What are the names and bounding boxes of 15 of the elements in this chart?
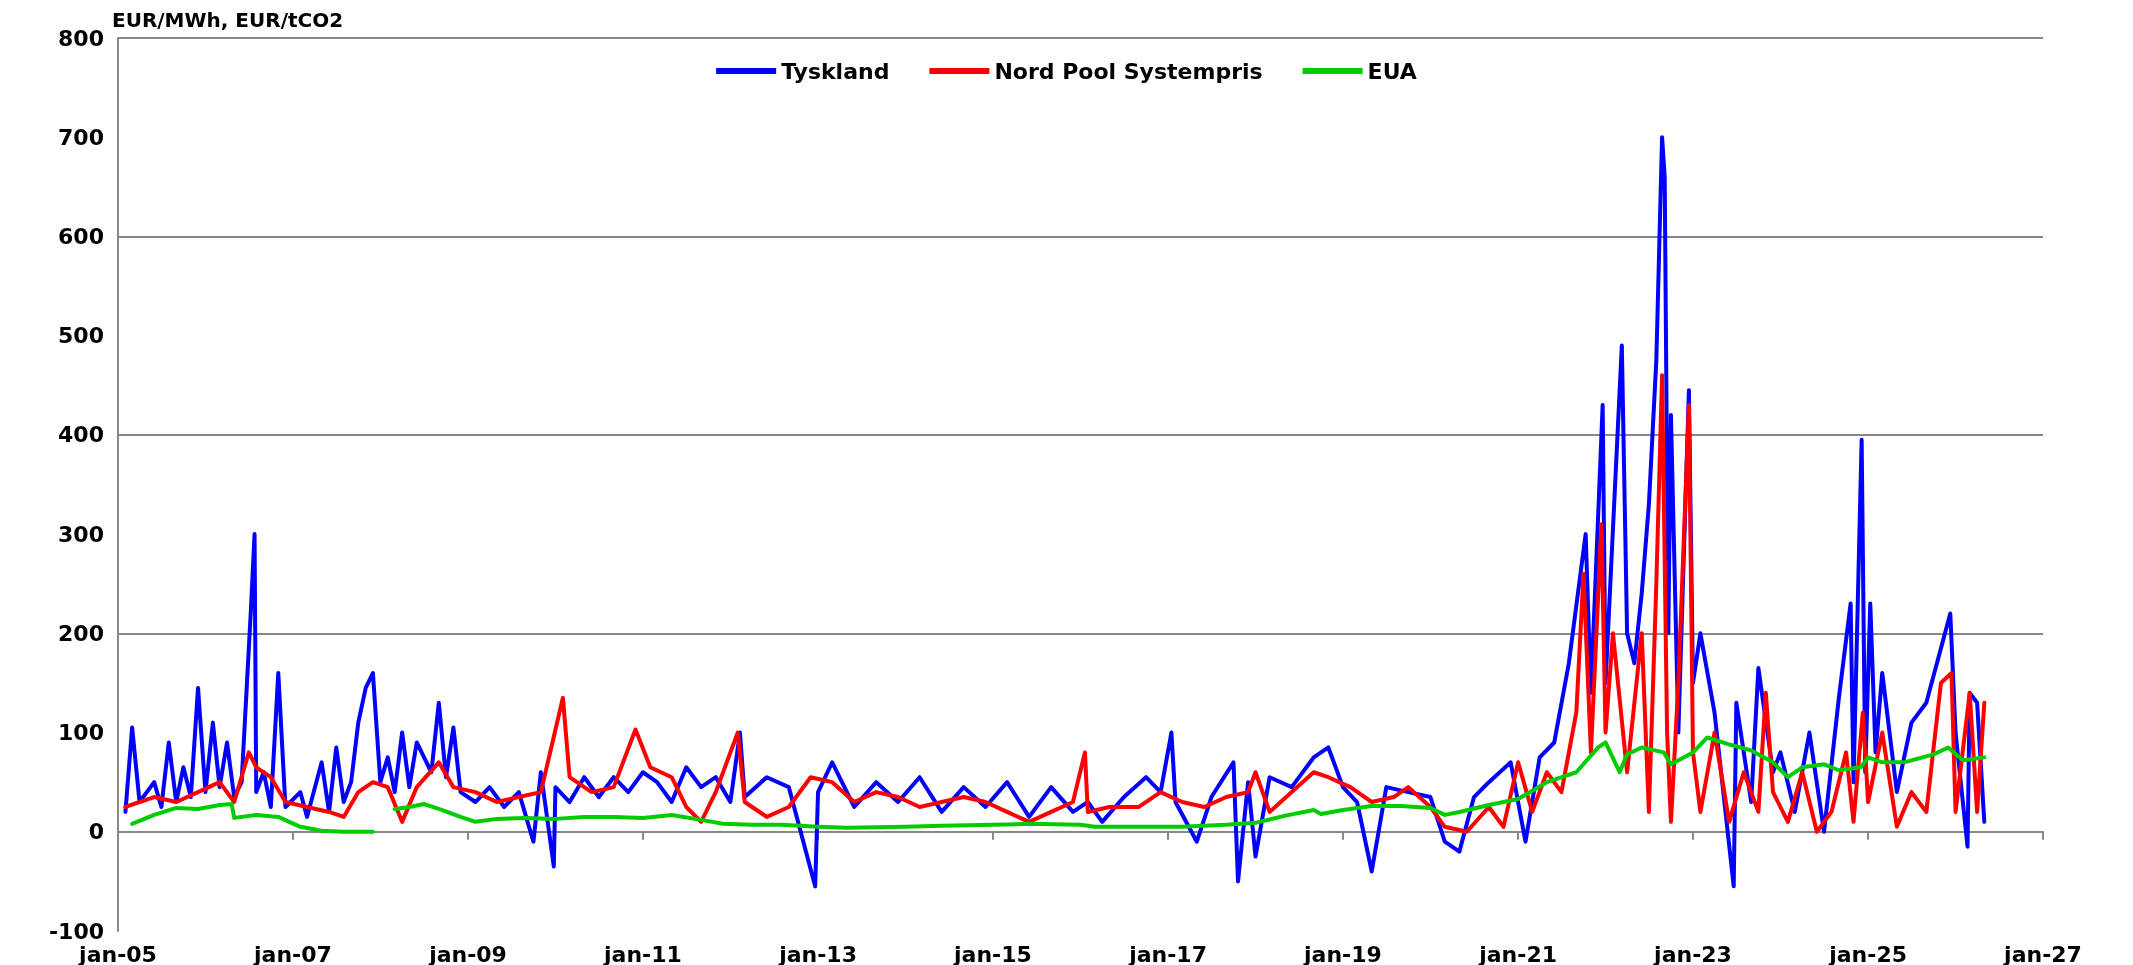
- y-tick-label: 0: [88, 819, 104, 845]
- legend-label: Tyskland: [781, 58, 890, 84]
- y-tick-label: 100: [58, 720, 104, 746]
- y-tick-label: -100: [48, 918, 104, 944]
- legend-label: Nord Pool Systempris: [994, 58, 1263, 84]
- y-tick-label: 500: [58, 323, 104, 349]
- line-series: [123, 373, 1987, 834]
- y-axis-title: EUR/MWh, EUR/tCO2: [112, 8, 344, 32]
- y-tick-label: 200: [58, 620, 104, 646]
- legend-label: EUA: [1367, 58, 1417, 84]
- y-tick-label: 700: [58, 124, 104, 150]
- y-tick-label: 800: [58, 25, 104, 51]
- y-tick-label: 400: [58, 422, 104, 448]
- y-tick-label: 600: [58, 223, 104, 249]
- y-tick-label: 300: [58, 521, 104, 547]
